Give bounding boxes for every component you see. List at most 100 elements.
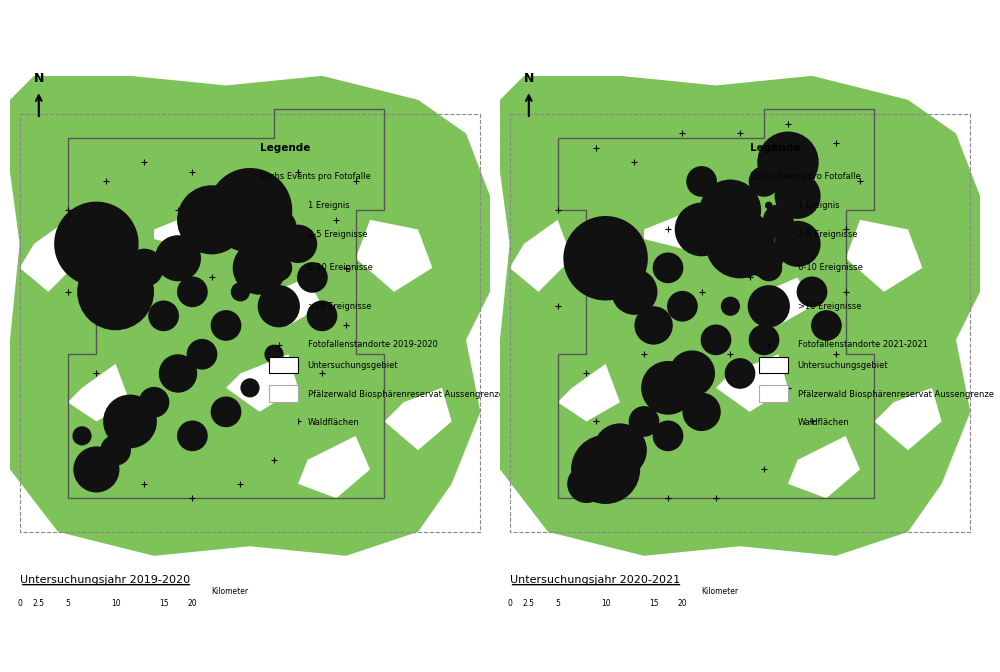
- Circle shape: [231, 282, 250, 302]
- Text: Kilometer: Kilometer: [702, 587, 739, 596]
- Circle shape: [264, 345, 284, 364]
- Text: Legende: Legende: [260, 142, 310, 153]
- Bar: [269, 357, 298, 374]
- Polygon shape: [298, 436, 370, 498]
- Circle shape: [811, 310, 842, 341]
- Text: 10: 10: [111, 599, 120, 608]
- FancyBboxPatch shape: [20, 586, 39, 592]
- Circle shape: [54, 202, 139, 286]
- Circle shape: [177, 185, 246, 255]
- Polygon shape: [274, 278, 322, 325]
- Polygon shape: [500, 76, 980, 556]
- Text: Untersuchungsjahr 2020-2021: Untersuchungsjahr 2020-2021: [510, 575, 680, 585]
- Circle shape: [125, 249, 164, 287]
- Circle shape: [675, 202, 728, 256]
- Circle shape: [611, 269, 657, 315]
- Circle shape: [240, 378, 260, 397]
- Bar: [269, 414, 298, 431]
- Polygon shape: [846, 220, 922, 292]
- Polygon shape: [226, 354, 298, 412]
- Circle shape: [775, 221, 821, 267]
- FancyBboxPatch shape: [116, 586, 164, 592]
- Text: 5: 5: [65, 599, 70, 608]
- Text: 2-5 Ereignisse: 2-5 Ereignisse: [798, 230, 857, 239]
- Circle shape: [72, 426, 92, 446]
- Text: 2.5: 2.5: [33, 599, 45, 608]
- Circle shape: [211, 310, 241, 341]
- Circle shape: [593, 423, 647, 477]
- Circle shape: [745, 239, 783, 278]
- Circle shape: [77, 253, 154, 330]
- Polygon shape: [716, 354, 788, 412]
- Circle shape: [148, 300, 179, 331]
- Circle shape: [725, 358, 755, 389]
- Text: 20: 20: [188, 599, 197, 608]
- Polygon shape: [764, 278, 812, 325]
- FancyBboxPatch shape: [529, 586, 558, 592]
- Circle shape: [667, 291, 698, 322]
- Text: Pfälzerwald Biosphärenreservat Aussengrenze: Pfälzerwald Biosphärenreservat Aussengre…: [308, 390, 504, 398]
- Circle shape: [705, 209, 775, 278]
- Polygon shape: [644, 210, 716, 249]
- Text: 1 Ereignis: 1 Ereignis: [798, 201, 839, 210]
- Bar: [759, 357, 788, 374]
- Circle shape: [761, 226, 776, 242]
- FancyBboxPatch shape: [510, 586, 529, 592]
- Circle shape: [748, 285, 790, 327]
- Circle shape: [634, 306, 673, 345]
- FancyBboxPatch shape: [164, 586, 192, 592]
- Circle shape: [73, 446, 119, 493]
- Text: Pfälzerwald Biosphärenreservat Aussengrenze: Pfälzerwald Biosphärenreservat Aussengre…: [798, 390, 994, 398]
- Bar: [759, 386, 788, 403]
- Text: >10 Ereignisse: >10 Ereignisse: [308, 302, 371, 310]
- Text: 2.5: 2.5: [523, 599, 535, 608]
- Text: 5: 5: [555, 599, 560, 608]
- Text: Untersuchungsgebiet: Untersuchungsgebiet: [798, 361, 888, 370]
- Circle shape: [749, 325, 779, 355]
- Text: Kilometer: Kilometer: [212, 587, 249, 596]
- Circle shape: [700, 179, 761, 241]
- Circle shape: [177, 421, 208, 451]
- Polygon shape: [558, 364, 620, 421]
- Circle shape: [641, 361, 695, 415]
- Polygon shape: [68, 364, 130, 421]
- Circle shape: [233, 241, 286, 295]
- Circle shape: [187, 339, 217, 370]
- Circle shape: [251, 206, 297, 253]
- FancyBboxPatch shape: [654, 586, 682, 592]
- Circle shape: [755, 255, 782, 282]
- Text: 15: 15: [649, 599, 658, 608]
- Circle shape: [765, 202, 773, 209]
- Text: Luchs Events pro Fotofalle: Luchs Events pro Fotofalle: [260, 173, 370, 181]
- Text: Untersuchungsgebiet: Untersuchungsgebiet: [308, 361, 398, 370]
- Polygon shape: [384, 388, 452, 450]
- Bar: [759, 414, 788, 431]
- Polygon shape: [874, 388, 942, 450]
- Text: 20: 20: [678, 599, 687, 608]
- FancyBboxPatch shape: [39, 586, 68, 592]
- Text: 0: 0: [507, 599, 512, 608]
- Circle shape: [563, 216, 648, 300]
- Text: Fotofallenstandorte 2021-2021: Fotofallenstandorte 2021-2021: [798, 340, 927, 349]
- Circle shape: [701, 325, 731, 355]
- Circle shape: [571, 435, 640, 504]
- Circle shape: [749, 166, 779, 197]
- Text: 0: 0: [17, 599, 22, 608]
- Text: 2-5 Ereignisse: 2-5 Ereignisse: [308, 230, 367, 239]
- Text: 1 Ereignis: 1 Ereignis: [308, 201, 349, 210]
- Circle shape: [757, 132, 819, 193]
- Circle shape: [775, 173, 821, 219]
- Text: Untersuchungsjahr 2019-2020: Untersuchungsjahr 2019-2020: [20, 575, 190, 585]
- Text: Waldflächen: Waldflächen: [308, 419, 359, 427]
- Circle shape: [682, 392, 721, 431]
- Circle shape: [653, 421, 683, 451]
- Circle shape: [653, 253, 683, 283]
- Circle shape: [567, 464, 606, 503]
- Polygon shape: [154, 210, 226, 249]
- Circle shape: [139, 387, 169, 417]
- FancyBboxPatch shape: [606, 586, 654, 592]
- Circle shape: [159, 354, 197, 392]
- Circle shape: [155, 235, 201, 282]
- Circle shape: [271, 226, 286, 242]
- Text: Luchs Events pro Fotofalle: Luchs Events pro Fotofalle: [750, 173, 860, 181]
